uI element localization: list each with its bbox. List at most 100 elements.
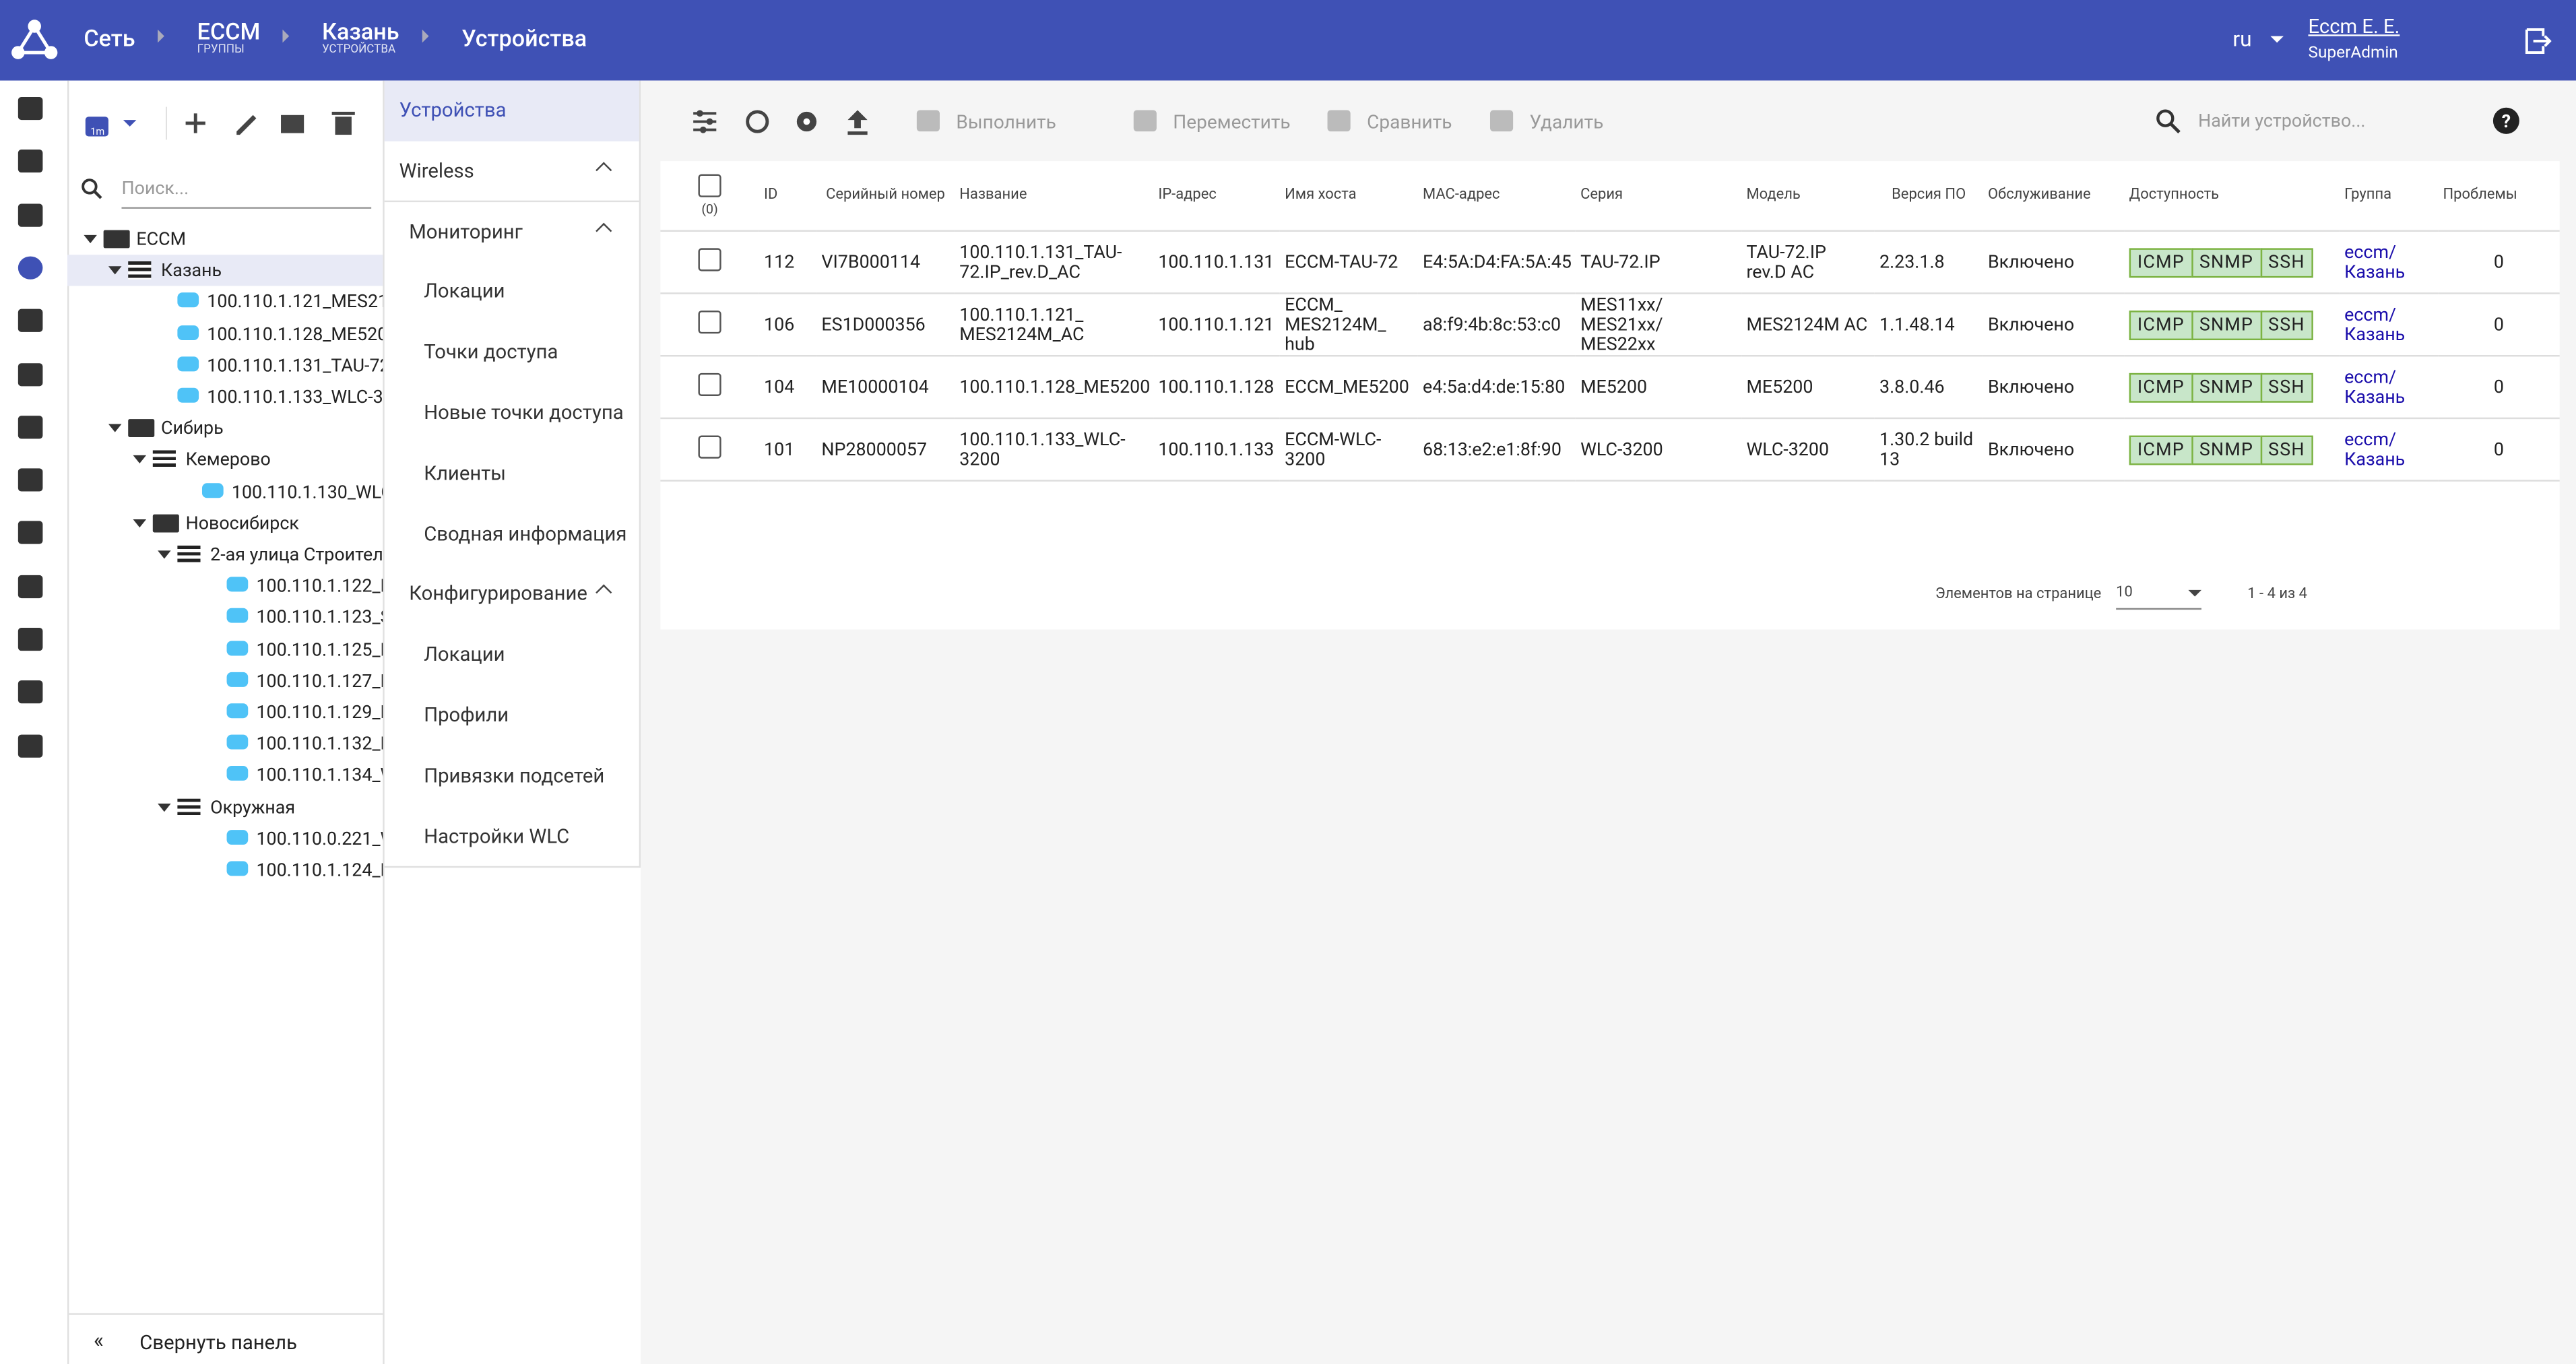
tree-node[interactable]: Новосибирск bbox=[185, 512, 299, 534]
tree-node[interactable]: 100.110.1.134_WLC- bbox=[256, 765, 383, 787]
menu-item[interactable]: Привязки подсетей bbox=[424, 764, 605, 787]
group-link[interactable]: eccm/ Казань bbox=[2344, 428, 2406, 469]
action[interactable]: Удалить bbox=[1529, 110, 1604, 133]
tree-node[interactable]: 100.110.1.128_ME5200 bbox=[207, 323, 385, 345]
toggle[interactable] bbox=[158, 550, 171, 559]
crumb[interactable]: Казань УСТРОЙСТВА bbox=[322, 20, 399, 56]
tree-node[interactable]: 100.110.1.133_WLC-3200 bbox=[207, 386, 383, 408]
nav-icon[interactable] bbox=[18, 362, 43, 386]
nav-icon[interactable] bbox=[18, 521, 43, 545]
column-header[interactable]: Серийный номер bbox=[816, 161, 955, 232]
menu-item[interactable]: Мониторинг bbox=[409, 219, 523, 243]
tree-node[interactable]: 100.110.1.122_ESR-2 bbox=[256, 575, 383, 597]
user-name[interactable]: Eccm E. E. bbox=[2308, 14, 2400, 38]
menu-item[interactable]: Профили bbox=[424, 703, 509, 727]
device-row[interactable]: 112 VI7B000114 100.110.1.131_TAU-72.IP_rev… bbox=[660, 230, 2560, 294]
logo[interactable] bbox=[10, 16, 59, 62]
toggle[interactable] bbox=[158, 803, 171, 812]
tree-node[interactable]: ECCM bbox=[136, 228, 187, 250]
action-icon[interactable] bbox=[1327, 110, 1351, 132]
nav-icon[interactable] bbox=[18, 680, 43, 704]
help-icon[interactable]: ? bbox=[2492, 107, 2520, 135]
tree-tools[interactable] bbox=[166, 104, 379, 143]
nav-icon[interactable] bbox=[18, 628, 43, 651]
row-select[interactable] bbox=[660, 230, 759, 294]
checkbox[interactable] bbox=[698, 248, 721, 271]
nav-icon[interactable] bbox=[18, 468, 43, 492]
lang-arrow[interactable] bbox=[2269, 33, 2285, 46]
group-link[interactable]: eccm/ Казань bbox=[2344, 303, 2406, 345]
device-row[interactable]: 101 NP28000057 100.110.1.133_WLC-3200 100.1… bbox=[660, 418, 2560, 482]
device-search[interactable] bbox=[2142, 96, 2470, 145]
toolbar-icons[interactable] bbox=[690, 105, 887, 138]
column-header[interactable]: Название bbox=[954, 161, 1154, 232]
tree-node[interactable]: 100.110.1.123_SMG- bbox=[256, 607, 383, 628]
tree-node[interactable]: 100.110.0.221_WLC- bbox=[256, 828, 383, 849]
nav-icon[interactable] bbox=[18, 203, 43, 226]
toggle[interactable] bbox=[108, 424, 122, 433]
column-header[interactable]: Обслуживание bbox=[1983, 161, 2125, 232]
tree-node[interactable]: 100.110.1.131_TAU-72.IP_r bbox=[207, 354, 383, 377]
menu-item[interactable]: Wireless bbox=[384, 141, 639, 202]
toggle[interactable] bbox=[108, 266, 122, 275]
crumb[interactable]: Сеть bbox=[84, 26, 135, 53]
group-link[interactable]: eccm/ Казань bbox=[2344, 365, 2406, 407]
row-select[interactable] bbox=[660, 356, 759, 420]
tree-node[interactable]: 2-ая улица Строител bbox=[210, 544, 383, 566]
tree-node[interactable]: 100.110.1.129_MES2 bbox=[256, 701, 383, 723]
nav-icon[interactable] bbox=[18, 734, 43, 757]
toggle[interactable] bbox=[133, 455, 147, 464]
menu-item[interactable]: Настройки WLC bbox=[424, 824, 570, 847]
checkbox[interactable] bbox=[698, 174, 721, 197]
tree-node[interactable]: Сибирь bbox=[161, 418, 224, 439]
nav-icon[interactable] bbox=[18, 150, 43, 173]
menu-item[interactable]: Локации bbox=[424, 643, 505, 666]
column-header[interactable]: Модель bbox=[1741, 161, 1875, 232]
tree-node[interactable]: Окружная bbox=[210, 796, 296, 818]
column-header[interactable]: Версия ПО bbox=[1874, 161, 1983, 232]
tree-node[interactable]: 100.110.1.124_MES2 bbox=[256, 859, 383, 881]
action-icon[interactable] bbox=[1133, 110, 1157, 132]
action[interactable]: Переместить bbox=[1173, 110, 1291, 133]
crumb[interactable]: Устройства bbox=[461, 26, 587, 53]
tree-node[interactable]: Кемерово bbox=[185, 449, 271, 471]
column-header[interactable]: Доступность bbox=[2124, 161, 2340, 232]
checkbox[interactable] bbox=[698, 311, 721, 334]
menu-item[interactable]: Конфигурирование bbox=[409, 582, 587, 606]
tree-node[interactable]: 100.110.1.121_MES2124M bbox=[207, 291, 383, 313]
crumb[interactable]: ECCM ГРУППЫ bbox=[197, 20, 261, 56]
group-link[interactable]: eccm/ Казань bbox=[2344, 240, 2406, 282]
select-all[interactable]: (0) bbox=[660, 161, 759, 232]
tree-node[interactable]: Казань bbox=[161, 259, 222, 282]
menu-item[interactable]: Устройства bbox=[384, 80, 639, 141]
column-header[interactable]: IP-адрес bbox=[1153, 161, 1280, 232]
page-nav[interactable] bbox=[2466, 583, 2489, 606]
menu-item[interactable]: Новые точки доступа bbox=[424, 401, 624, 424]
language[interactable]: ru bbox=[2232, 28, 2252, 53]
column-header[interactable]: Проблемы bbox=[2438, 161, 2560, 232]
tree-node[interactable]: 100.110.1.127_MES5 bbox=[256, 670, 383, 692]
action[interactable]: Сравнить bbox=[1367, 110, 1452, 133]
collapse-panel[interactable]: Свернуть панель bbox=[139, 1331, 298, 1355]
device-row[interactable]: 104 ME10000104 100.110.1.128_ME5200 100.110… bbox=[660, 356, 2560, 420]
toggle[interactable] bbox=[84, 234, 97, 244]
nav-icon[interactable] bbox=[18, 575, 43, 598]
device-row[interactable]: 106 ES1D000356 100.110.1.121_ MES2124M_AC 1… bbox=[660, 293, 2560, 357]
page-nav[interactable] bbox=[2517, 583, 2540, 606]
logout-icon[interactable] bbox=[2522, 26, 2552, 56]
tree-search[interactable]: Поиск... bbox=[121, 177, 372, 209]
column-header[interactable]: Серия bbox=[1575, 161, 1742, 232]
column-header[interactable]: ID bbox=[759, 161, 817, 232]
action-icon[interactable] bbox=[916, 110, 940, 132]
row-select[interactable] bbox=[660, 293, 759, 357]
action-icon[interactable] bbox=[1489, 110, 1514, 132]
menu-item[interactable]: Сводная информация bbox=[424, 521, 627, 546]
action[interactable]: Выполнить bbox=[956, 110, 1056, 133]
tree-node[interactable]: 100.110.1.132_MES5 bbox=[256, 733, 383, 755]
page-size-arrow[interactable] bbox=[2188, 589, 2201, 597]
nav-icon[interactable] bbox=[18, 256, 43, 280]
menu-item[interactable]: Локации bbox=[424, 280, 505, 303]
row-select[interactable] bbox=[660, 418, 759, 482]
page-nav[interactable] bbox=[2364, 583, 2387, 606]
page-nav[interactable] bbox=[2415, 583, 2438, 606]
